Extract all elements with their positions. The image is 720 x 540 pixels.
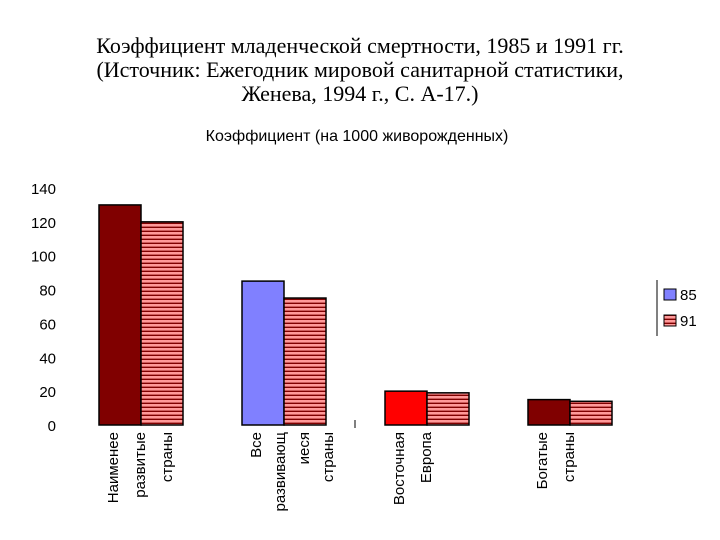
y-tick-label: 0	[48, 418, 56, 435]
slide-title-line2: (Источник: Ежегодник мировой санитарной …	[96, 57, 624, 82]
y-tick-label: 120	[31, 215, 56, 232]
bar-85-3	[384, 390, 428, 426]
slide-title-line3: Женева, 1994 г., С. А-17.)	[241, 81, 479, 106]
category-label: Наименее	[105, 432, 122, 503]
legend-swatch-85	[663, 288, 677, 301]
category-label: Все	[248, 432, 265, 458]
y-tick-label: 100	[31, 249, 56, 266]
bar-85-1	[98, 204, 142, 426]
category-label: Европа	[418, 431, 435, 483]
y-tick-label: 60	[39, 316, 56, 333]
legend: 85 91	[656, 280, 697, 336]
category-label: Восточная	[391, 432, 408, 505]
category-label: страны	[561, 432, 578, 482]
legend-swatch-91	[663, 314, 677, 327]
category-label: иеся	[296, 432, 313, 464]
y-tick-label: 140	[31, 181, 56, 198]
y-tick-label: 20	[39, 384, 56, 401]
bar-91-1	[140, 221, 184, 426]
bar-91-3	[426, 392, 470, 426]
bar-91-2	[283, 297, 327, 426]
category-label: развивающ	[272, 432, 289, 511]
slide-title-line1: Коэффициент младенческой смертности, 198…	[96, 33, 624, 58]
legend-label-91: 91	[680, 313, 697, 330]
chart-title: Коэффициент (на 1000 живорожденных)	[206, 128, 509, 145]
category-label: Богатые	[534, 432, 551, 489]
bar-91-4	[569, 400, 613, 426]
y-tick-label: 80	[39, 283, 56, 300]
bar-85-2	[241, 280, 285, 426]
category-label: страны	[159, 432, 176, 482]
legend-label-85: 85	[680, 287, 697, 304]
category-label: развитые	[132, 432, 149, 498]
y-tick-label: 40	[39, 350, 56, 367]
category-label: страны	[320, 432, 337, 482]
slide-title: Коэффициент младенческой смертности, 198…	[0, 34, 720, 106]
bar-85-4	[527, 398, 571, 426]
